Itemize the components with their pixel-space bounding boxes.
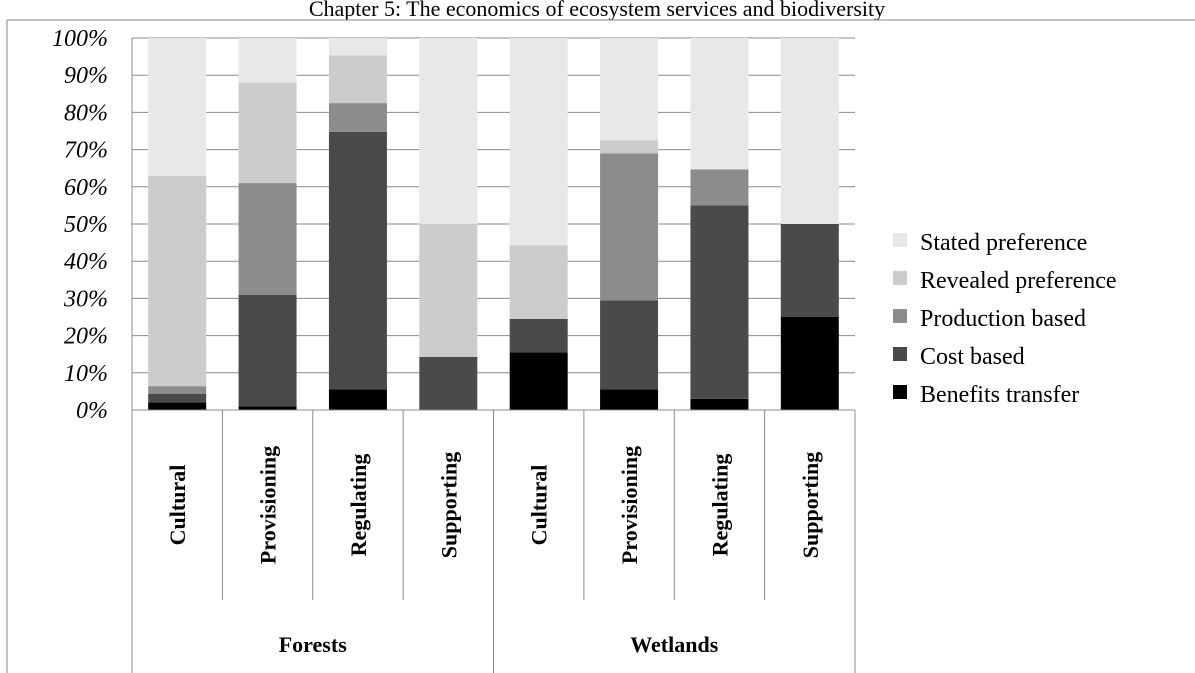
legend-swatch bbox=[893, 347, 907, 361]
bar-segment bbox=[148, 386, 207, 395]
x-category-label: Supporting bbox=[436, 452, 461, 558]
y-tick-label: 50% bbox=[64, 212, 108, 238]
bar-segment bbox=[238, 294, 297, 407]
page-header: Chapter 5: The economics of ecosystem se… bbox=[309, 0, 885, 21]
x-category-label: Provisioning bbox=[617, 446, 642, 564]
y-tick-label: 0% bbox=[76, 398, 108, 424]
y-tick-label: 40% bbox=[64, 249, 108, 275]
bar-segment bbox=[328, 389, 387, 410]
x-category-label: Provisioning bbox=[256, 446, 281, 564]
bar-segment bbox=[148, 175, 207, 387]
bar-segment bbox=[600, 300, 659, 390]
bar-segment bbox=[238, 406, 297, 410]
bar-segment bbox=[328, 103, 387, 132]
bar-segment bbox=[690, 205, 749, 399]
x-category-label: Regulating bbox=[707, 454, 732, 557]
bar-segment bbox=[419, 224, 478, 357]
legend-swatch bbox=[893, 309, 907, 323]
y-tick-label: 60% bbox=[64, 175, 108, 201]
bar-segment bbox=[690, 169, 749, 206]
bar-segment bbox=[148, 394, 207, 403]
bar-segment bbox=[419, 356, 478, 410]
bar-segment bbox=[600, 140, 659, 154]
bar-segment bbox=[328, 55, 387, 104]
x-category-label: Cultural bbox=[527, 465, 552, 546]
bar-segment bbox=[328, 38, 387, 56]
y-tick-label: 80% bbox=[64, 100, 108, 126]
bar-segment bbox=[509, 38, 568, 246]
y-tick-label: 10% bbox=[64, 361, 108, 387]
legend-swatch bbox=[893, 233, 907, 247]
y-tick-label: 70% bbox=[64, 138, 108, 164]
bar-segment bbox=[600, 153, 659, 301]
y-tick-label: 20% bbox=[64, 324, 108, 350]
bar-segment bbox=[690, 398, 749, 410]
bar-segment bbox=[780, 317, 839, 410]
x-category-label: Supporting bbox=[798, 452, 823, 558]
bar-segment bbox=[780, 224, 839, 317]
x-group-label: Wetlands bbox=[630, 632, 718, 657]
legend-label: Cost based bbox=[920, 344, 1025, 370]
legend-swatch bbox=[893, 271, 907, 285]
x-category-label: Regulating bbox=[346, 454, 371, 557]
legend-label: Production based bbox=[920, 306, 1086, 332]
bar-segment bbox=[509, 318, 568, 353]
y-tick-label: 100% bbox=[52, 26, 108, 52]
legend-label: Revealed preference bbox=[920, 268, 1117, 294]
legend-swatch bbox=[893, 385, 907, 399]
bar-segment bbox=[509, 352, 568, 410]
legend-label: Benefits transfer bbox=[920, 382, 1079, 408]
bar-segment bbox=[600, 38, 659, 141]
bar-segment bbox=[600, 389, 659, 410]
y-tick-label: 90% bbox=[64, 63, 108, 89]
y-tick-label: 30% bbox=[63, 286, 108, 312]
bar-segment bbox=[419, 38, 478, 224]
legend-label: Stated preference bbox=[920, 230, 1087, 256]
x-category-label: Cultural bbox=[165, 465, 190, 546]
bar-segment bbox=[780, 38, 839, 224]
bar-segment bbox=[148, 38, 207, 176]
bar-segment bbox=[690, 38, 749, 170]
bar-segment bbox=[238, 82, 297, 184]
bar-segment bbox=[238, 38, 297, 83]
bar-segment bbox=[238, 183, 297, 295]
x-group-label: Forests bbox=[279, 632, 347, 657]
bar-segment bbox=[509, 245, 568, 319]
bar-segment bbox=[148, 402, 207, 410]
bar-segment bbox=[328, 131, 387, 390]
